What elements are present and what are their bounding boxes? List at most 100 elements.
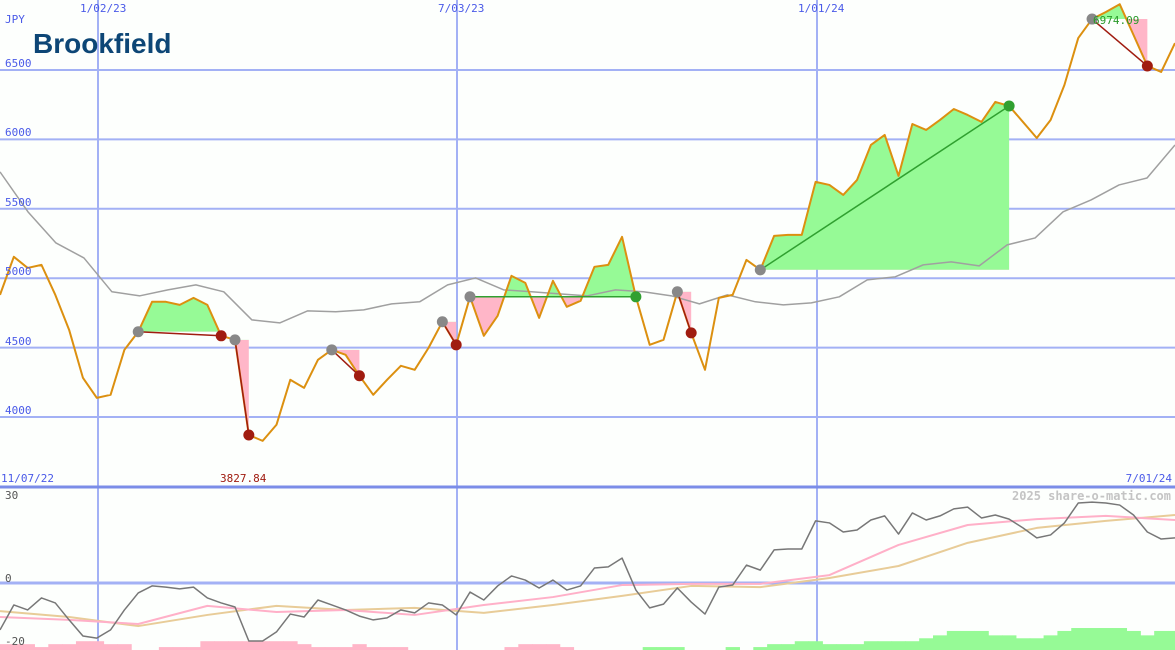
trade-exit-marker <box>243 429 255 441</box>
trade-loss-area <box>331 349 360 376</box>
trade-gain-area <box>138 297 222 332</box>
histogram-bar <box>172 647 188 650</box>
trade-exit-marker <box>215 330 227 342</box>
histogram-bar <box>75 641 91 650</box>
brookfield-logo: Brookfield <box>33 28 172 59</box>
histogram-bar <box>891 641 906 650</box>
histogram-bar <box>1002 635 1017 650</box>
high-price-label: 6974.09 <box>1093 14 1140 27</box>
histogram-bar <box>670 647 685 650</box>
low-price-label: 3827.84 <box>220 472 267 485</box>
histogram-bar <box>1057 630 1072 650</box>
histogram-bar <box>158 647 174 650</box>
histogram-bar <box>310 647 326 650</box>
y-tick-label: 5000 <box>5 265 32 278</box>
histogram-bar <box>34 647 49 650</box>
histogram-bar <box>283 641 298 650</box>
trade-gain-area <box>470 236 636 297</box>
trade-entry-marker <box>436 316 448 328</box>
currency-label: JPY <box>5 13 25 26</box>
osc-y-tick-label: 30 <box>5 489 19 502</box>
trade-loss-area <box>1092 19 1148 66</box>
histogram-bar <box>1015 638 1031 650</box>
histogram-bar <box>297 644 312 650</box>
trade-entry-marker <box>754 264 766 276</box>
histogram-bar <box>753 647 768 650</box>
histogram-bar <box>545 644 561 650</box>
osc-slow-line <box>0 514 1175 628</box>
histogram-bar <box>780 644 796 650</box>
histogram-bar <box>1029 638 1045 650</box>
histogram-bar <box>518 644 533 650</box>
histogram-bar <box>836 644 851 650</box>
histogram-bar <box>532 644 547 650</box>
trade-entry-marker <box>1086 13 1098 25</box>
histogram-bar <box>850 644 865 650</box>
histogram-bar <box>200 641 215 650</box>
histogram-bar <box>338 647 353 650</box>
trade-entry-marker <box>229 334 241 346</box>
histogram-bar <box>186 647 201 650</box>
y-tick-label: 6000 <box>5 126 32 139</box>
histogram-bar <box>255 641 270 650</box>
histogram-bar <box>269 641 284 650</box>
histogram-bar <box>656 647 671 650</box>
histogram-bar <box>1140 635 1155 650</box>
moving-average-line <box>0 144 1175 324</box>
histogram-bar <box>1071 628 1086 650</box>
trade-gain-area <box>1092 4 1148 20</box>
histogram-bar <box>0 644 8 650</box>
histogram-bar <box>559 647 575 650</box>
histogram-bar <box>241 641 257 650</box>
trade-entry-marker <box>464 291 476 303</box>
x-top-label: 7/03/23 <box>438 2 485 15</box>
histogram-bar <box>642 647 658 650</box>
trade-exit-marker <box>685 327 697 339</box>
histogram-bar <box>20 644 35 650</box>
price-line <box>0 3 1175 442</box>
histogram-bar <box>393 647 409 650</box>
y-tick-label: 4000 <box>5 404 32 417</box>
histogram-bar <box>62 644 77 650</box>
x-top-label: 1/02/23 <box>80 2 127 15</box>
y-tick-label: 6500 <box>5 57 32 70</box>
trade-loss-area <box>470 296 636 336</box>
histogram-bar <box>324 647 340 650</box>
trade-line <box>138 331 222 337</box>
y-tick-label: 5500 <box>5 196 32 209</box>
trade-exit-marker <box>450 339 462 351</box>
trade-entry-marker <box>671 286 683 298</box>
histogram-bar <box>808 641 823 650</box>
osc-fast-line <box>0 514 1175 626</box>
histogram-bar <box>366 647 381 650</box>
histogram-bar <box>822 644 837 650</box>
histogram-bar <box>863 641 879 650</box>
histogram-bar <box>352 644 367 650</box>
histogram-bar <box>1168 630 1175 650</box>
trade-line <box>234 339 250 436</box>
histogram-bar <box>988 635 1003 650</box>
histogram-bar <box>504 647 519 650</box>
histogram-bar <box>933 635 948 650</box>
histogram-bar <box>1098 628 1114 650</box>
histogram-bar <box>380 647 395 650</box>
trade-line <box>676 291 692 334</box>
osc-y-tick-label: -20 <box>5 635 25 648</box>
trade-exit-marker <box>1141 60 1153 72</box>
histogram-bar <box>960 630 975 650</box>
trade-line <box>1091 18 1148 67</box>
osc-y-tick-label: 0 <box>5 572 12 585</box>
histogram-bar <box>877 641 893 650</box>
histogram-bar <box>48 644 63 650</box>
trade-exit-marker <box>630 291 642 303</box>
histogram-bar <box>919 638 934 650</box>
x-top-label: 1/01/24 <box>798 2 845 15</box>
histogram-bar <box>214 641 229 650</box>
trade-exit-marker <box>1003 100 1015 112</box>
histogram-bar <box>103 644 118 650</box>
histogram-bar <box>89 641 105 650</box>
x-end-label: 7/01/24 <box>1125 472 1172 485</box>
x-start-label: 11/07/22 <box>1 472 54 485</box>
